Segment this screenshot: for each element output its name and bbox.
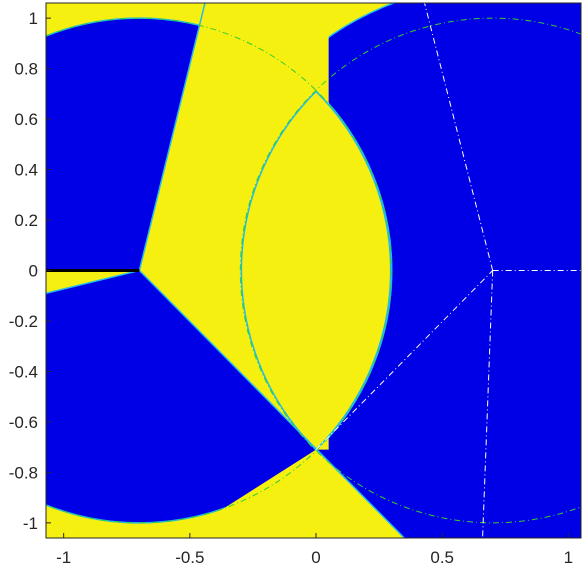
dashed-ray-right-1 — [482, 270, 494, 538]
axes: -1 -0.5 0 0.5 1 1 0.8 0.6 0.4 0.2 0 -0.2 -0.4 -0.6 -0.… — [9, 2, 582, 567]
x-tick-label: -0.5 — [175, 548, 204, 567]
boundary-ray-up — [138, 3, 206, 271]
x-tick-label: -1 — [56, 548, 71, 567]
y-tick-label: 0.4 — [14, 161, 38, 180]
dashed-ray-right-diag — [315, 270, 494, 451]
y-tick-label: -0.2 — [9, 312, 38, 331]
dashed-ray-right-0 — [424, 3, 494, 271]
y-tick-label: -0.6 — [9, 413, 38, 432]
dashed-circle-left — [46, 17, 393, 524]
y-tick-label: 0 — [29, 262, 38, 281]
boundary-ray-down — [138, 269, 405, 538]
y-tick-label: 0.2 — [14, 211, 38, 230]
x-tick-label: 0.5 — [430, 548, 454, 567]
overlay-layer — [46, 3, 581, 538]
y-tick-label: 1 — [29, 9, 38, 28]
x-tick-label: 1 — [564, 548, 573, 567]
y-tick-label: -1 — [23, 514, 38, 533]
boundary-ray-left — [46, 269, 140, 294]
y-tick-label: -0.4 — [9, 362, 38, 381]
y-tick-label: 0.8 — [14, 60, 38, 79]
y-tick-label: 0.6 — [14, 110, 38, 129]
region-bottom-wedge — [177, 449, 405, 538]
region-layer — [46, 3, 581, 538]
x-tick-label: 0 — [311, 548, 320, 567]
dashed-circle-right — [239, 17, 581, 524]
y-tick-label: -0.8 — [9, 463, 38, 482]
